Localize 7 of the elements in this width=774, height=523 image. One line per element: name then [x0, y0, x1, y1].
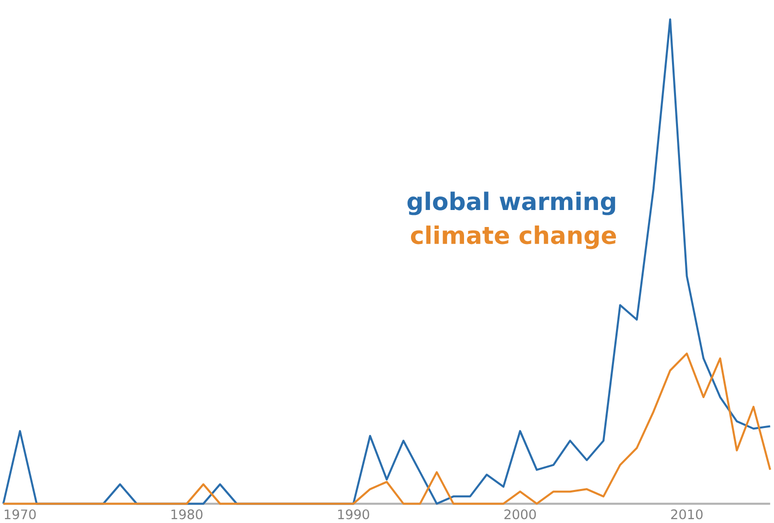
text: climate change [410, 226, 616, 250]
x-tick-label: 1970 [4, 510, 36, 520]
x-tick-label: 2000 [504, 510, 536, 520]
series-label: global warming [408, 192, 616, 216]
x-tick-label: 1980 [171, 510, 202, 520]
x-tick-label: 2010 [671, 510, 703, 520]
x-tick-label: 1990 [338, 510, 370, 520]
